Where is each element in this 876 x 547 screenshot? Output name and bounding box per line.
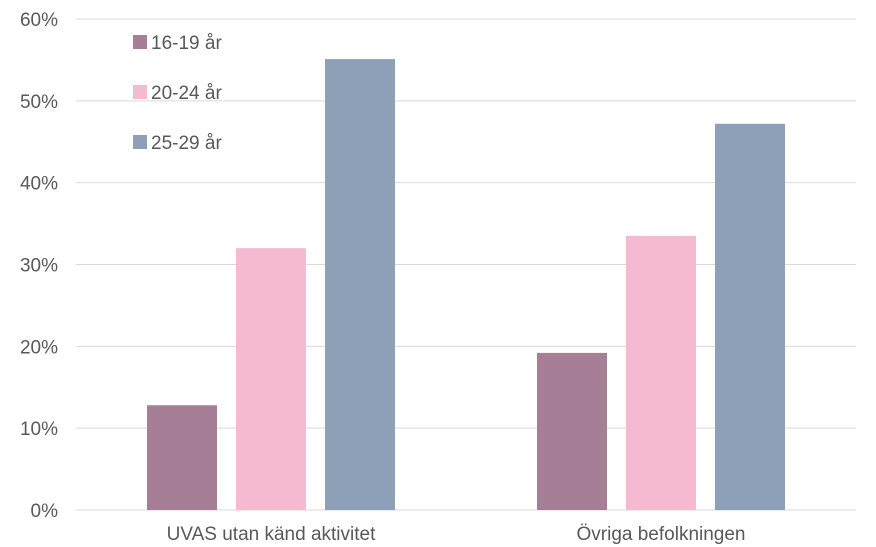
bar-3-1 bbox=[325, 59, 395, 511]
y-tick-label: 30% bbox=[20, 256, 58, 277]
bars bbox=[147, 59, 785, 511]
legend-label: 20-24 år bbox=[151, 83, 222, 104]
legend: 16-19 år 20-24 år 25-29 år bbox=[133, 33, 222, 154]
legend-label: 16-19 år bbox=[151, 33, 222, 54]
y-tick-label: 20% bbox=[20, 337, 58, 358]
bar-1-1 bbox=[147, 405, 217, 510]
y-tick-label: 0% bbox=[31, 501, 59, 522]
x-category-label: UVAS utan känd aktivitet bbox=[167, 524, 376, 545]
x-category-label: Övriga befolkningen bbox=[577, 524, 746, 545]
legend-swatch bbox=[133, 85, 147, 99]
y-axis-ticks: 0% 10% 20% 30% 40% 50% 60% bbox=[20, 10, 58, 522]
legend-swatch bbox=[133, 35, 147, 49]
y-tick-label: 40% bbox=[20, 174, 58, 195]
bar-2-2 bbox=[626, 235, 696, 510]
y-tick-label: 50% bbox=[20, 92, 58, 113]
y-tick-label: 10% bbox=[20, 419, 58, 440]
bar-1-2 bbox=[537, 352, 607, 510]
x-axis-categories: UVAS utan känd aktivitet Övriga befolknin… bbox=[167, 524, 746, 545]
legend-label: 25-29 år bbox=[151, 133, 222, 154]
bar-2-1 bbox=[236, 248, 306, 510]
y-tick-label: 60% bbox=[20, 10, 58, 31]
legend-swatch bbox=[133, 135, 147, 149]
bar-3-2 bbox=[715, 123, 785, 510]
